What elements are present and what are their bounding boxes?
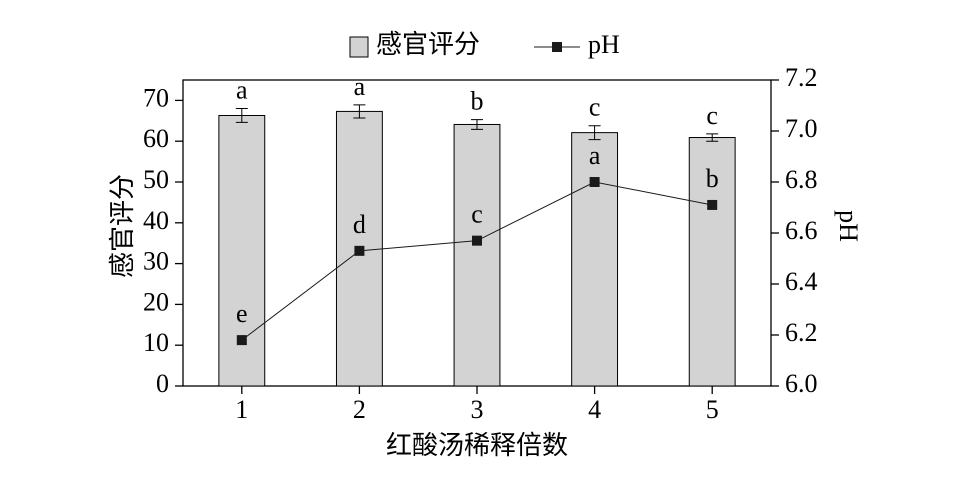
x-tick-label: 2 — [353, 395, 366, 424]
legend-swatch — [349, 36, 369, 58]
legend-swatch — [552, 42, 562, 52]
bar — [688, 137, 736, 387]
x-tick-label: 1 — [235, 395, 248, 424]
marker — [589, 177, 600, 187]
y2-tick-label: 7.2 — [785, 63, 818, 92]
y-tick-label: 40 — [143, 206, 169, 235]
marker — [236, 335, 247, 346]
significance-letter: c — [589, 93, 601, 122]
y2-tick-label: 6.6 — [785, 216, 818, 245]
y2-tick-label: 6.8 — [785, 165, 818, 194]
x-tick-label: 5 — [706, 395, 719, 424]
significance-letter: a — [589, 141, 601, 170]
error-bar — [706, 133, 719, 142]
significance-letter: b — [706, 164, 719, 193]
error-bar — [471, 119, 483, 130]
bar — [571, 132, 619, 387]
significance-letter: d — [353, 210, 366, 239]
y-tick-label: 0 — [156, 369, 169, 398]
marker — [354, 245, 365, 256]
significance-letter: c — [706, 101, 718, 130]
x-axis-title: 红酸汤稀释倍数 — [386, 431, 568, 460]
y2-axis-title: pH — [834, 210, 863, 242]
y2-tick-label: 6.4 — [785, 267, 818, 296]
y-tick-label: 30 — [143, 247, 169, 276]
significance-letter: a — [236, 76, 248, 105]
significance-letter: b — [471, 87, 484, 116]
y-tick-label: 20 — [143, 287, 169, 316]
x-tick-label: 3 — [471, 395, 484, 424]
y2-tick-label: 6.2 — [785, 318, 818, 347]
y-tick-label: 10 — [143, 328, 169, 357]
significance-letter: a — [354, 72, 366, 101]
error-bar — [235, 108, 248, 123]
bar — [218, 114, 266, 387]
y-tick-label: 60 — [143, 124, 169, 153]
error-bar — [353, 104, 366, 119]
bar — [453, 123, 501, 387]
y2-tick-label: 7.0 — [785, 114, 818, 143]
significance-letter: e — [236, 299, 248, 328]
error-bar — [588, 125, 601, 141]
y-tick-label: 50 — [143, 165, 169, 194]
y-axis-title: 感官评分 — [108, 174, 137, 278]
marker — [472, 235, 482, 246]
legend-label: pH — [588, 30, 620, 59]
significance-letter: c — [471, 200, 483, 229]
x-tick-label: 4 — [588, 395, 601, 424]
y2-tick-label: 6.0 — [785, 369, 818, 398]
legend-label: 感官评分 — [376, 30, 480, 59]
marker — [707, 199, 718, 210]
y-tick-label: 70 — [143, 83, 169, 112]
